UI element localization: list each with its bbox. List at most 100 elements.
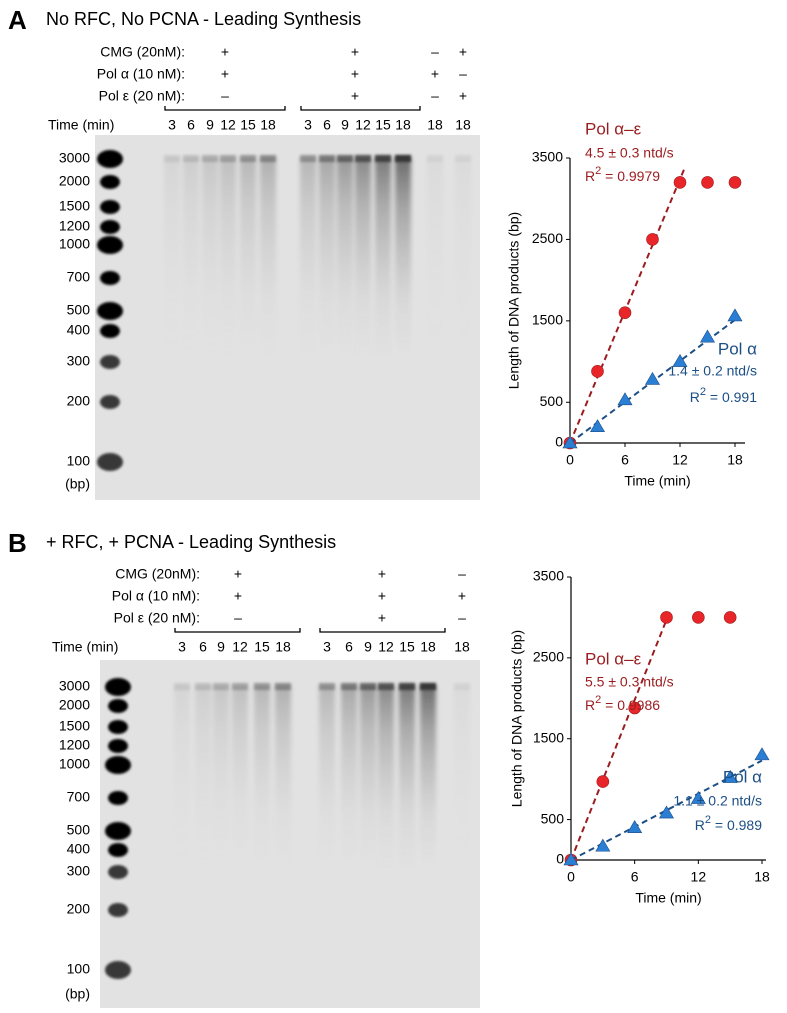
lane-smear bbox=[174, 685, 190, 870]
lane-bracket bbox=[300, 106, 421, 111]
ladder-label: 1000 bbox=[59, 756, 90, 772]
lane-band bbox=[213, 683, 229, 690]
r2-base: R bbox=[695, 817, 705, 833]
r2-value: = 0.989 bbox=[711, 817, 762, 833]
series-name: Pol α bbox=[723, 767, 762, 786]
ladder-label: 500 bbox=[67, 822, 91, 838]
lane-time: 18 bbox=[420, 639, 436, 655]
lane-time: 15 bbox=[254, 639, 270, 655]
ladder-label: 1200 bbox=[59, 218, 90, 234]
ladder-label: 700 bbox=[67, 269, 91, 285]
lane-smear bbox=[378, 685, 394, 870]
x-tick-label: 18 bbox=[727, 452, 743, 468]
ladder-label: 2000 bbox=[59, 173, 90, 189]
lane-band bbox=[232, 683, 248, 690]
ladder-band bbox=[108, 739, 128, 753]
ladder-label: 700 bbox=[67, 789, 91, 805]
lane-band bbox=[427, 155, 443, 162]
data-point bbox=[690, 790, 706, 804]
y-tick-label: 0 bbox=[556, 851, 564, 867]
lane-smear bbox=[220, 157, 236, 360]
lane-smear bbox=[337, 157, 353, 360]
lane-time: 18 bbox=[275, 639, 291, 655]
data-point bbox=[699, 329, 716, 343]
lane-band bbox=[341, 683, 357, 690]
ladder-label: 1200 bbox=[59, 737, 90, 753]
lane-band bbox=[202, 155, 218, 162]
lane-smear bbox=[341, 685, 357, 870]
lane-band bbox=[399, 683, 415, 690]
data-point bbox=[692, 611, 705, 624]
data-point bbox=[646, 233, 659, 246]
y-tick-label: 1500 bbox=[532, 312, 563, 328]
data-point bbox=[627, 820, 643, 833]
condition-sign: + bbox=[378, 566, 386, 582]
condition-sign: – bbox=[458, 610, 466, 626]
condition-sign: + bbox=[351, 88, 359, 104]
lane-smear bbox=[319, 157, 335, 360]
ladder-band bbox=[105, 756, 131, 774]
lane-time: 18 bbox=[395, 117, 411, 133]
lane-band bbox=[240, 155, 256, 162]
ladder-label: 400 bbox=[67, 841, 91, 857]
gel-image bbox=[95, 135, 480, 500]
lane-band bbox=[195, 683, 211, 690]
lane-band bbox=[260, 155, 276, 162]
lane-smear bbox=[375, 157, 391, 360]
r2-value: = 0.9986 bbox=[601, 697, 660, 713]
condition-sign: + bbox=[351, 44, 359, 60]
lane-smear bbox=[240, 157, 256, 360]
data-point bbox=[727, 308, 743, 322]
fit-rate: 4.5 ± 0.3 ntd/s bbox=[585, 145, 674, 161]
ladder-band bbox=[100, 200, 120, 214]
panel-letter: B bbox=[8, 528, 27, 558]
lane-time: 12 bbox=[220, 117, 236, 133]
lane-smear bbox=[202, 157, 218, 360]
y-tick-label: 3500 bbox=[533, 568, 564, 584]
lane-smear bbox=[260, 157, 276, 360]
ladder-band bbox=[108, 843, 128, 857]
lane-band bbox=[337, 155, 353, 162]
data-point bbox=[591, 365, 604, 378]
lane-time: 6 bbox=[345, 639, 353, 655]
ladder-label: 500 bbox=[67, 302, 91, 318]
lane-time: 9 bbox=[341, 117, 349, 133]
series-name: Pol α–ε bbox=[585, 119, 642, 138]
condition-sign: + bbox=[459, 44, 467, 60]
x-tick-label: 6 bbox=[621, 452, 629, 468]
lane-smear bbox=[427, 157, 443, 360]
ladder-label: 3000 bbox=[59, 150, 90, 166]
y-tick-label: 3500 bbox=[532, 149, 563, 165]
x-tick-label: 6 bbox=[631, 869, 639, 885]
ladder-band bbox=[100, 324, 120, 338]
ladder-band bbox=[105, 822, 131, 840]
ladder-label: 200 bbox=[67, 393, 91, 409]
condition-sign: + bbox=[458, 588, 466, 604]
lane-time: 6 bbox=[323, 117, 331, 133]
fit-r2: R2 = 0.991 bbox=[690, 386, 757, 405]
lane-band bbox=[254, 683, 270, 690]
lane-band bbox=[454, 683, 470, 690]
lane-time: 18 bbox=[260, 117, 276, 133]
r2-exp: 2 bbox=[595, 165, 601, 177]
ladder-label: 3000 bbox=[59, 678, 90, 694]
ladder-band bbox=[100, 175, 120, 189]
lane-time: 12 bbox=[355, 117, 371, 133]
lane-time: 18 bbox=[454, 639, 470, 655]
lane-band bbox=[183, 155, 199, 162]
r2-exp: 2 bbox=[700, 386, 706, 398]
data-point bbox=[660, 611, 673, 624]
condition-label: Pol α (10 nM): bbox=[97, 66, 185, 82]
data-point bbox=[596, 775, 610, 788]
lane-smear bbox=[454, 685, 470, 870]
series-name: Pol α–ε bbox=[585, 649, 642, 668]
ladder-band bbox=[97, 236, 123, 254]
lane-band bbox=[455, 155, 471, 162]
condition-sign: + bbox=[378, 610, 386, 626]
lane-bracket bbox=[174, 628, 301, 633]
lane-time: 18 bbox=[427, 117, 443, 133]
condition-label: CMG (20nM): bbox=[100, 44, 185, 60]
panel-title: No RFC, No PCNA - Leading Synthesis bbox=[46, 9, 361, 29]
y-tick-label: 500 bbox=[541, 810, 565, 826]
